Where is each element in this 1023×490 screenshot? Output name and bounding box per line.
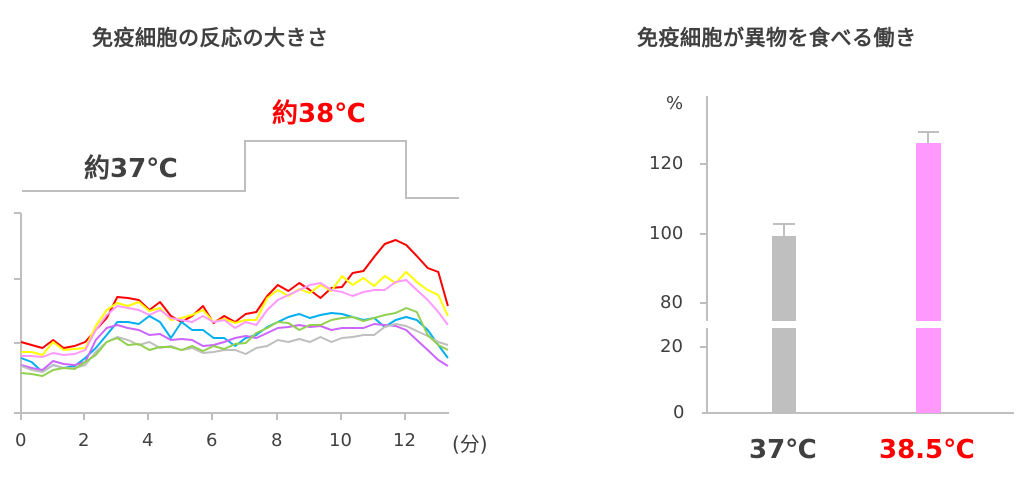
y-tick-20: 20 [660,336,683,357]
x-tick-0: 0 [15,430,27,451]
temperature-step-line [22,140,459,199]
y-unit-label: % [666,93,684,114]
series-line-blue [20,312,449,373]
series-line-yellow [21,271,449,356]
temp-high-label: 約38℃ [272,99,366,129]
bar-category-37: 37℃ [749,435,817,465]
bar-38-5 [916,131,941,413]
bar-chart-axes [700,96,1014,414]
series-line-red [20,239,449,349]
x-tick-4: 4 [142,430,154,451]
series-line-green [20,307,449,377]
x-unit-label: (分) [452,432,488,456]
y-tick-100: 100 [649,223,684,244]
x-tick-12: 12 [393,430,416,451]
bar-category-38-5: 38.5℃ [879,435,975,465]
x-tick-6: 6 [206,430,218,451]
line-chart-title: 免疫細胞の反応の大きさ [92,26,329,50]
y-tick-0: 0 [673,402,685,423]
line-chart-axes [14,212,449,420]
y-tick-120: 120 [649,153,684,174]
series-line-pink [21,279,449,358]
series-line-purple [20,323,449,371]
x-tick-8: 8 [271,430,283,451]
x-tick-10: 10 [329,430,352,451]
temp-low-label: 約37℃ [84,154,178,184]
x-tick-2: 2 [78,430,90,451]
bar-chart-title: 免疫細胞が異物を食べる働き [637,26,917,50]
line-series-group [20,239,449,377]
y-tick-80: 80 [660,292,683,313]
bar-37 [772,223,796,413]
